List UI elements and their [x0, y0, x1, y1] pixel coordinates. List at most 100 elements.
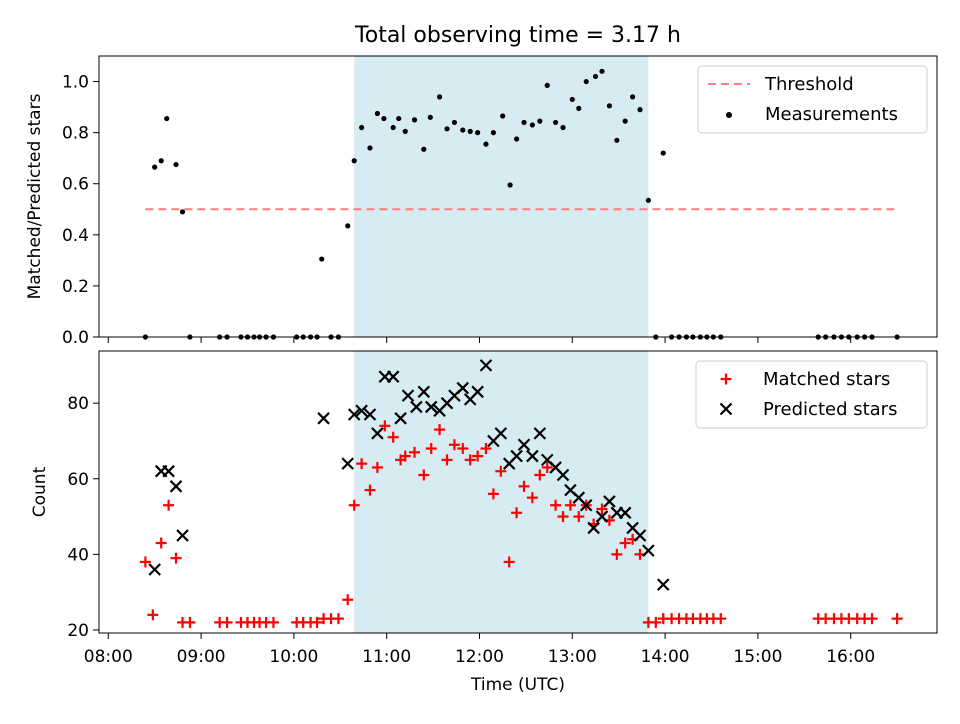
predicted-star-point — [401, 389, 415, 402]
measurement-point — [576, 105, 582, 111]
bottom-ytick-label: 20 — [67, 621, 89, 641]
predicted-star-point — [317, 412, 330, 425]
matched-star-point — [715, 613, 727, 625]
matched-star-point — [409, 446, 421, 458]
matched-star-point — [534, 469, 546, 481]
measurement-point — [359, 124, 365, 131]
predicted-star-point — [556, 468, 570, 482]
measurement-point — [152, 164, 158, 170]
top-legend-box — [697, 65, 928, 134]
matched-star-point — [573, 511, 585, 523]
legend-matched-swatch — [720, 373, 732, 385]
measurement-point — [599, 68, 605, 74]
top-ytick-label: 0.6 — [62, 175, 89, 195]
predicted-star-point — [410, 400, 423, 414]
matched-star-point — [464, 454, 476, 466]
predicted-star-point — [162, 464, 175, 478]
top-ytick-label: 0.4 — [62, 226, 89, 246]
matched-star-point — [184, 616, 196, 628]
matched-star-point — [511, 507, 523, 519]
measurement-point — [396, 115, 402, 122]
top-y-axis: 0.0 0.2 0.4 0.6 0.8 1.0 — [62, 73, 99, 348]
predicted-star-point — [424, 400, 438, 414]
bottom-y-axis: 20 40 60 80 — [67, 394, 99, 641]
x-tick-label: 13:00 — [548, 647, 597, 667]
predicted-star-point — [176, 529, 189, 542]
legend-matched-marker — [720, 373, 732, 385]
matched-star-point — [503, 556, 515, 568]
matched-star-point — [557, 511, 569, 523]
bottom-ytick-label: 60 — [67, 470, 89, 490]
top-ytick-label: 1.0 — [62, 73, 89, 93]
predicted-star-point — [456, 381, 470, 395]
matched-star-point — [650, 616, 662, 628]
x-axis-label: Time (UTC) — [470, 675, 565, 695]
top-y-axis-label: Matched/Predicted stars — [25, 93, 45, 299]
matched-star-point — [387, 431, 399, 443]
measurement-point — [173, 161, 179, 168]
legend-predicted-marker — [719, 402, 733, 416]
matched-star-point — [526, 492, 538, 504]
matched-star-point — [448, 439, 460, 451]
predicted-star-point — [479, 359, 493, 372]
matched-star-point — [418, 469, 430, 481]
legend-threshold-label: Threshold — [764, 74, 854, 95]
measurement-point — [467, 128, 473, 134]
matched-stars-series — [139, 420, 903, 628]
chart-title: Total observing time = 3.17 h — [354, 23, 681, 48]
top-panel-frame — [98, 55, 938, 338]
matched-star-point — [457, 443, 469, 455]
predicted-star-point — [148, 563, 161, 576]
predicted-star-point — [417, 385, 431, 399]
matched-star-point — [139, 556, 151, 568]
legend-matched-label: Matched stars — [763, 369, 890, 390]
measurement-point — [381, 115, 387, 122]
measurement-point — [537, 118, 543, 124]
measurement-point — [514, 136, 520, 142]
matched-star-point — [596, 503, 608, 515]
measurement-point — [552, 119, 559, 126]
matched-star-point — [518, 480, 530, 492]
x-tick-label: 15:00 — [733, 647, 782, 667]
bottom-panel: 20 40 60 80 08:00 09:00 10:00 11:00 12:00 13:00 1… — [30, 350, 938, 695]
matched-star-point — [472, 450, 484, 462]
bottom-y-axis-label: Count — [30, 466, 50, 517]
measurement-point — [544, 82, 550, 88]
measurement-point — [606, 103, 613, 109]
predicted-star-point — [618, 506, 632, 520]
top-ytick-label: 0.2 — [62, 277, 89, 297]
top-ytick-label: 0.8 — [62, 124, 89, 144]
measurement-point — [345, 223, 351, 229]
top-panel: 0.0 0.2 0.4 0.6 0.8 1.0 Matched/Predicted sta… — [25, 55, 938, 348]
predicted-star-point — [587, 521, 600, 535]
predicted-star-point — [471, 385, 484, 399]
measurement-point — [560, 124, 566, 131]
predicted-star-point — [169, 480, 183, 493]
top-legend: Threshold Measurements — [697, 65, 928, 134]
matched-star-point — [155, 537, 167, 549]
matched-star-point — [332, 613, 344, 625]
measurement-point — [374, 110, 381, 117]
bottom-x-axis: 08:00 09:00 10:00 11:00 12:00 13:00 14:00 15:00… — [84, 633, 875, 667]
measurement-point — [490, 130, 497, 136]
measurement-point — [583, 78, 589, 85]
predicted-star-point — [579, 498, 593, 512]
predicted-star-point — [603, 495, 616, 508]
predicted-stars-series — [148, 359, 670, 591]
matched-star-point — [619, 537, 631, 549]
measurement-point — [367, 145, 373, 151]
measurement-point — [179, 209, 186, 215]
predicted-star-point — [363, 408, 377, 421]
matched-star-point — [480, 443, 492, 455]
measurement-point — [319, 256, 325, 262]
measurement-point — [645, 197, 651, 203]
measurement-point — [507, 182, 513, 188]
matched-star-point — [564, 499, 576, 511]
predicted-star-point — [595, 510, 609, 523]
predicted-star-point — [347, 408, 361, 421]
matched-star-point — [441, 454, 453, 466]
legend-measurements-label: Measurements — [765, 104, 898, 125]
predicted-star-point — [526, 449, 539, 463]
matched-star-point — [379, 420, 391, 432]
